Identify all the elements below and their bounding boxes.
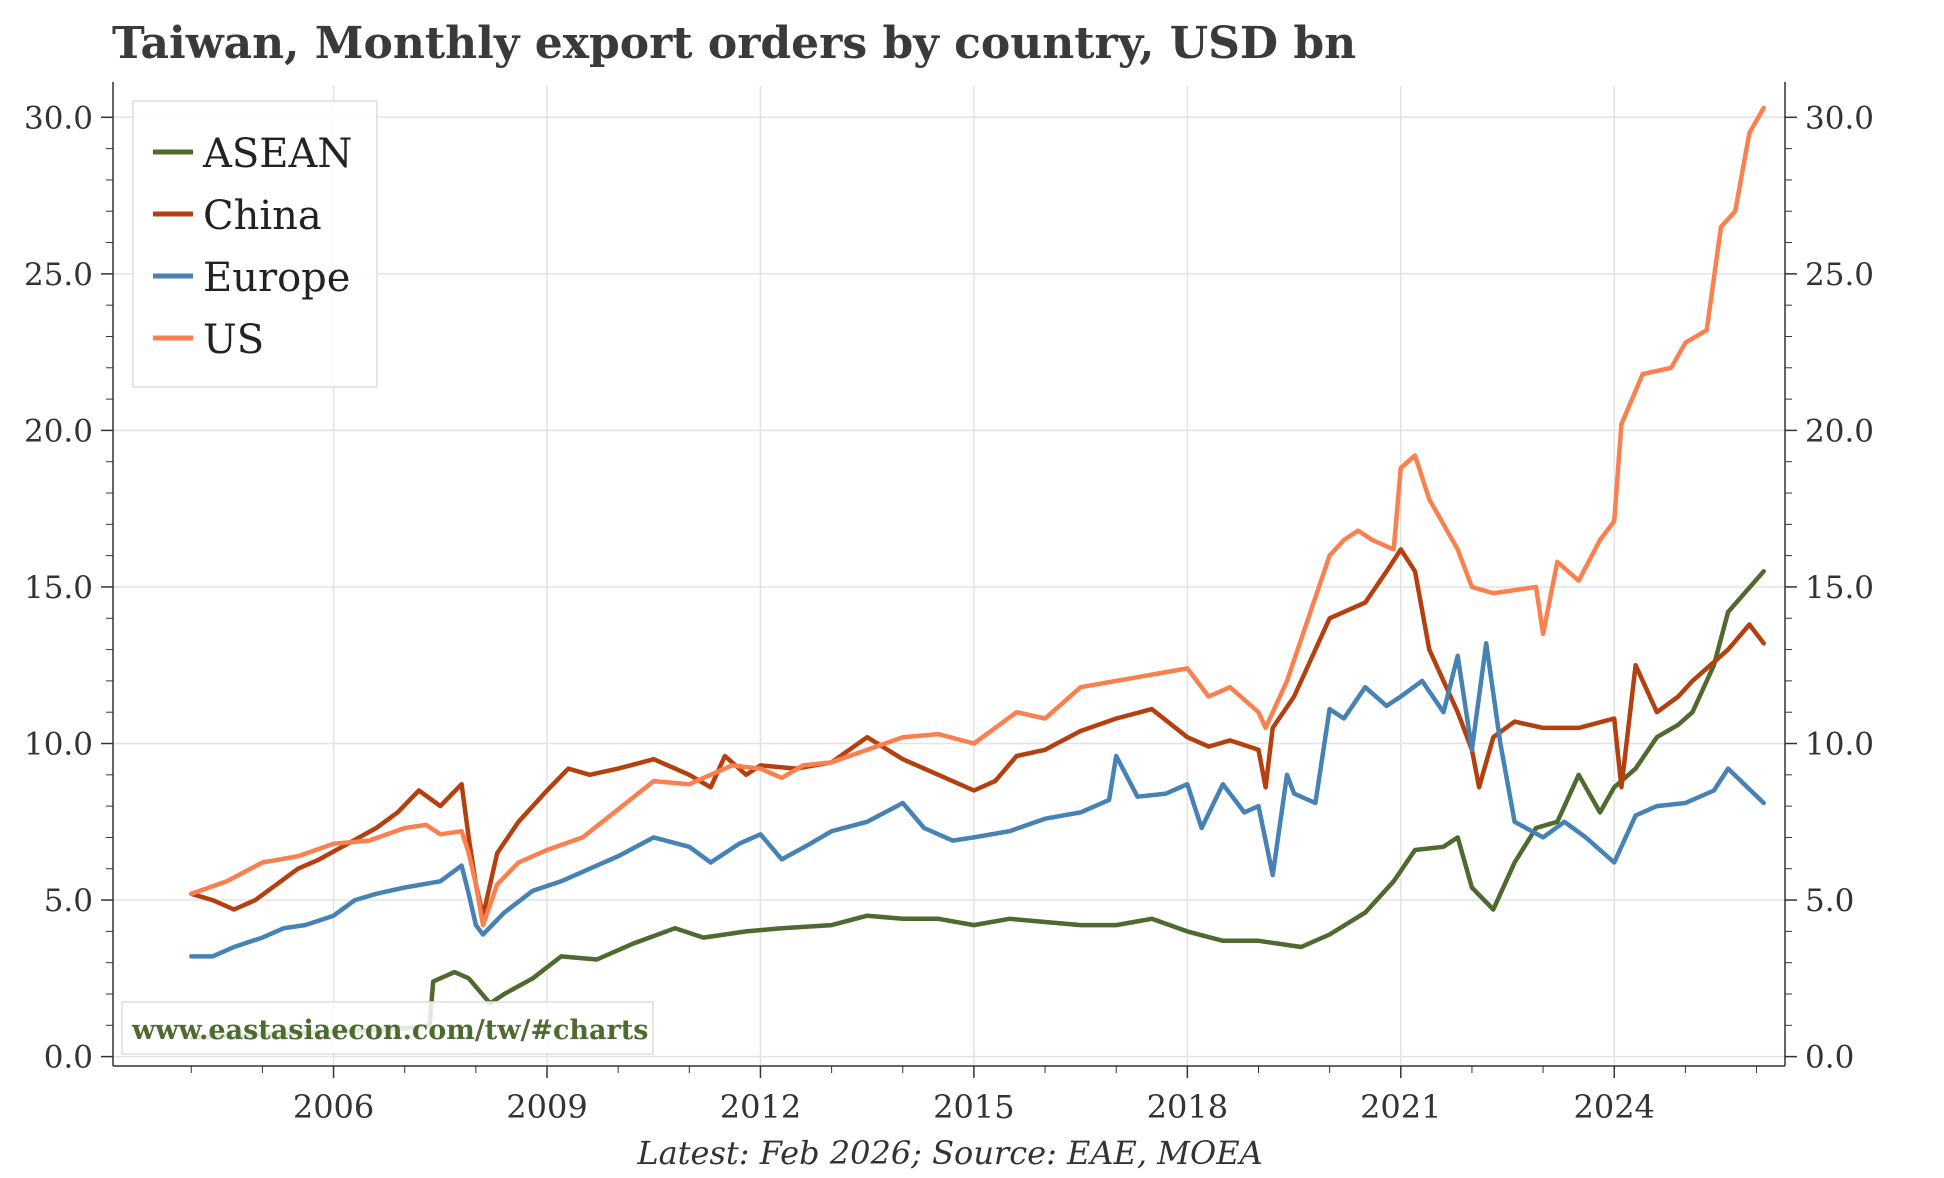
series-line-us: [189, 105, 1766, 928]
y-tick-label-left: 20.0: [24, 413, 93, 449]
legend-label-us: US: [203, 317, 264, 363]
y-tick-label-left: 15.0: [24, 570, 93, 606]
x-tick-label: 2006: [293, 1088, 374, 1126]
watermark: www.eastasiaecon.com/tw/#charts: [131, 1015, 648, 1046]
axes: [112, 82, 1786, 1067]
x-tick-label: 2012: [720, 1088, 801, 1126]
x-tick-label: 2009: [506, 1088, 587, 1126]
series-line-europe: [189, 641, 1766, 959]
y-axis-right: 0.0 5.0 10.0 15.0 20.0 25.0 30.0: [1785, 100, 1874, 1076]
y-tick-label-left: 10.0: [24, 727, 93, 763]
x-tick-label: 2015: [933, 1088, 1014, 1126]
y-tick-label-right: 30.0: [1805, 100, 1874, 136]
y-tick-label-left: 0.0: [44, 1040, 93, 1076]
x-tick-label: 2024: [1574, 1088, 1655, 1126]
series-line-asean: [189, 569, 1766, 1041]
y-axis-left: 0.0 5.0 10.0 15.0 20.0 25.0 30.0: [24, 100, 113, 1076]
series-line-china: [189, 547, 1766, 918]
source-note: Latest: Feb 2026; Source: EAE, MOEA: [636, 1134, 1262, 1172]
x-tick-label: 2021: [1360, 1088, 1441, 1126]
watermark-box: www.eastasiaecon.com/tw/#charts: [121, 1001, 654, 1055]
chart-title: Taiwan, Monthly export orders by country…: [112, 18, 1356, 69]
legend: ASEAN China Europe US: [132, 100, 378, 388]
y-tick-label-right: 0.0: [1805, 1040, 1854, 1076]
y-tick-label-right: 10.0: [1805, 727, 1874, 763]
legend-label-asean: ASEAN: [202, 131, 352, 177]
y-tick-label-left: 5.0: [44, 883, 93, 919]
x-axis: 2006 2009 2012 2015 2018 2021 2024: [190, 1066, 1758, 1126]
grid: [113, 86, 1785, 1066]
x-tick-label: 2018: [1147, 1088, 1228, 1126]
legend-label-china: China: [203, 193, 322, 239]
y-tick-label-left: 30.0: [24, 100, 93, 136]
series-layer: [189, 105, 1766, 1041]
legend-label-europe: Europe: [203, 255, 350, 301]
y-tick-label-right: 20.0: [1805, 413, 1874, 449]
y-tick-label-right: 15.0: [1805, 570, 1874, 606]
y-tick-label-left: 25.0: [24, 257, 93, 293]
y-tick-label-right: 25.0: [1805, 257, 1874, 293]
y-tick-label-right: 5.0: [1805, 883, 1854, 919]
